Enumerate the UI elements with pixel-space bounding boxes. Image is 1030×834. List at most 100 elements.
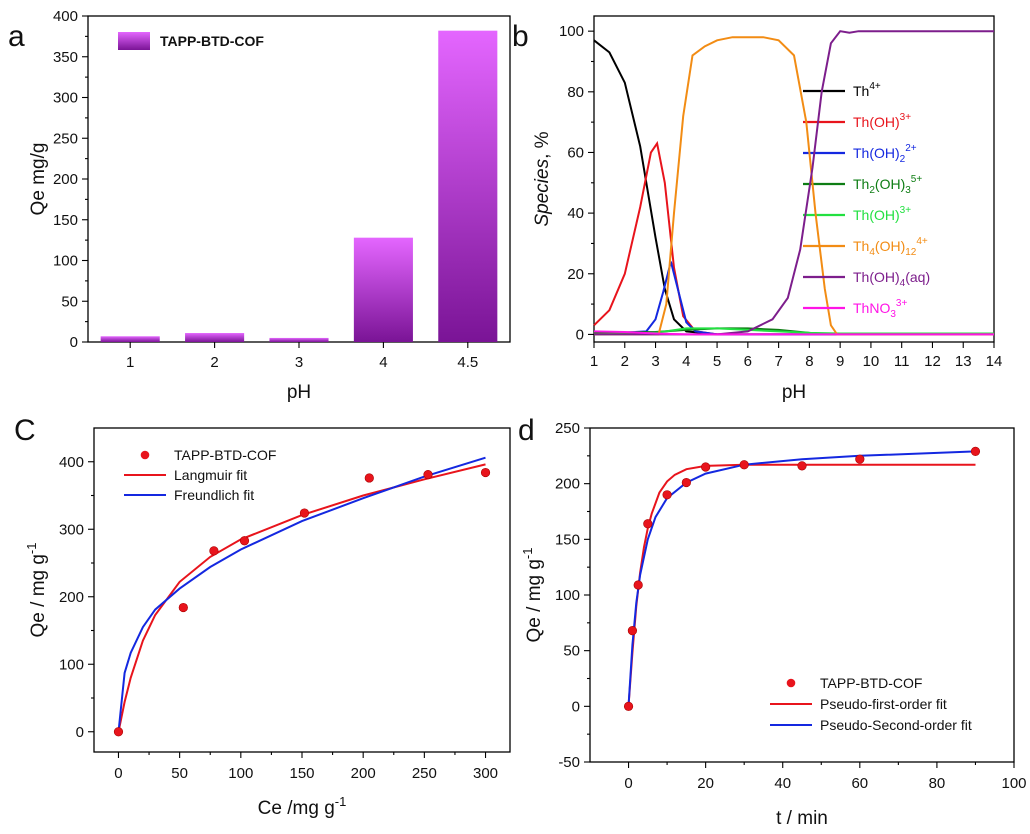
b-x-axis-title: pH	[782, 382, 806, 403]
b-legend-label: Th(OH)22+	[853, 143, 917, 165]
d-ytick-label: -50	[558, 754, 580, 771]
d-data-point	[627, 626, 638, 636]
d-data-point	[643, 519, 653, 529]
c-x-axis-title: Ce /mg g-1	[258, 794, 347, 819]
c-ytick-label: 200	[59, 589, 84, 606]
c-xtick-label: 250	[412, 765, 437, 782]
b-xtick-label: 5	[713, 353, 721, 370]
d-y-axis-title: Qe / mg g-1	[520, 548, 545, 643]
a-xtick-label: 4.5	[457, 354, 478, 371]
d-data-point	[701, 462, 711, 472]
d-ytick-label: 50	[563, 643, 580, 660]
d-ytick-label: 100	[555, 587, 580, 604]
d-xtick-label: 20	[697, 775, 714, 792]
panel-b-frame	[593, 15, 995, 343]
a-ytick-label: 0	[70, 334, 78, 351]
panel-letter-b: b	[512, 20, 529, 53]
c-legend-marker	[140, 450, 150, 460]
b-xtick-label: 13	[955, 353, 972, 370]
a-ytick-label: 400	[53, 8, 78, 25]
c-legend-label: Freundlich fit	[174, 487, 254, 503]
d-ytick-label: 250	[555, 420, 580, 437]
c-ytick-label: 0	[76, 724, 84, 741]
b-xtick-label: 9	[836, 353, 844, 370]
b-xtick-label: 3	[651, 353, 659, 370]
d-xtick-label: 40	[774, 775, 791, 792]
c-data-point	[299, 508, 310, 518]
panel-c-frame	[93, 427, 511, 753]
d-xtick-label: 100	[1001, 775, 1026, 792]
b-legend-label: Th(OH)3+	[853, 112, 911, 130]
b-xtick-label: 11	[894, 353, 910, 370]
d-legend-marker	[786, 678, 796, 688]
panel-a-bar-chart: 0 50 100 150 200 250 300 350 400 1 2 3 4 4.5 pH Qe mg/g…	[28, 8, 511, 403]
d-legend-label: Pseudo-Second-order fit	[820, 717, 972, 733]
d-fit-line	[627, 450, 976, 707]
a-legend-label: TAPP-BTD-COF	[160, 33, 264, 49]
a-legend-swatch	[118, 32, 150, 50]
a-ytick-label: 150	[53, 212, 78, 229]
panel-d-kinetics-chart: 0 20 40 60 80 100 -50 0 50 100 150 200 250 t / min Qe …	[520, 420, 1027, 829]
d-legend-label: TAPP-BTD-COF	[820, 675, 922, 691]
b-legend-label: Th(OH)4(aq)	[853, 269, 930, 289]
panel-c-isotherm-chart: 0 50 100 150 200 250 300 0 100 200 300 400 Ce /mg g-…	[24, 427, 511, 819]
d-ytick-label: 150	[555, 531, 580, 548]
b-xtick-label: 10	[863, 353, 880, 370]
a-xtick-label: 3	[295, 354, 303, 371]
b-xtick-label: 7	[774, 353, 782, 370]
c-fit-line	[117, 463, 486, 733]
b-ytick-label: 0	[576, 326, 584, 343]
d-data-point	[797, 461, 807, 471]
d-xtick-label: 0	[624, 775, 632, 792]
b-legend-label: Th(OH)3+	[853, 205, 911, 223]
a-ytick-label: 250	[53, 130, 78, 147]
d-data-point	[623, 701, 634, 711]
d-data-point	[633, 580, 643, 590]
b-xtick-label: 8	[805, 353, 813, 370]
b-ytick-label: 40	[567, 205, 584, 222]
c-data-point	[178, 602, 188, 613]
b-xtick-label: 1	[590, 353, 598, 370]
a-y-axis-title: Qe mg/g	[28, 143, 49, 216]
panel-b-speciation-chart: 1 2 3 4 5 6 7 8 9 10 11 12 13 14020406080100pHSpecies…	[532, 15, 1003, 403]
a-bar	[100, 336, 160, 342]
b-y-axis-title: Species, %	[532, 131, 553, 226]
b-series-line	[594, 36, 994, 336]
d-fit-line	[627, 463, 976, 707]
c-xtick-label: 150	[289, 765, 314, 782]
b-xtick-label: 6	[744, 353, 752, 370]
b-legend-label: Th4(OH)124+	[853, 236, 928, 258]
c-ytick-label: 300	[59, 521, 84, 538]
b-ytick-label: 60	[567, 144, 584, 161]
d-legend-label: Pseudo-first-order fit	[820, 696, 947, 712]
b-ytick-label: 100	[559, 23, 584, 40]
c-xtick-label: 0	[114, 765, 122, 782]
d-data-point	[662, 490, 672, 500]
panel-letter-a: a	[8, 20, 25, 53]
a-ytick-label: 100	[53, 253, 78, 270]
b-xtick-label: 14	[986, 353, 1003, 370]
b-ytick-label: 20	[567, 266, 584, 283]
b-legend-label: Th4+	[853, 81, 881, 99]
d-data-point	[970, 446, 981, 456]
c-xtick-label: 100	[228, 765, 253, 782]
c-data-point	[113, 727, 124, 737]
c-xtick-label: 300	[473, 765, 498, 782]
b-ytick-label: 80	[567, 84, 584, 101]
c-xtick-label: 200	[351, 765, 376, 782]
d-xtick-label: 80	[929, 775, 946, 792]
c-legend-label: TAPP-BTD-COF	[174, 447, 276, 463]
a-ytick-label: 300	[53, 90, 78, 107]
c-data-point	[209, 546, 219, 556]
c-y-axis-title: Qe / mg g-1	[24, 543, 49, 638]
c-fit-line	[117, 456, 486, 732]
d-ytick-label: 200	[555, 476, 580, 493]
b-xtick-label: 12	[924, 353, 941, 370]
panel-letter-d: d	[518, 414, 535, 447]
b-xtick-label: 2	[621, 353, 629, 370]
b-series-line	[593, 140, 994, 336]
b-xtick-label: 4	[682, 353, 690, 370]
c-data-point	[480, 467, 491, 478]
b-series-line	[593, 39, 994, 336]
